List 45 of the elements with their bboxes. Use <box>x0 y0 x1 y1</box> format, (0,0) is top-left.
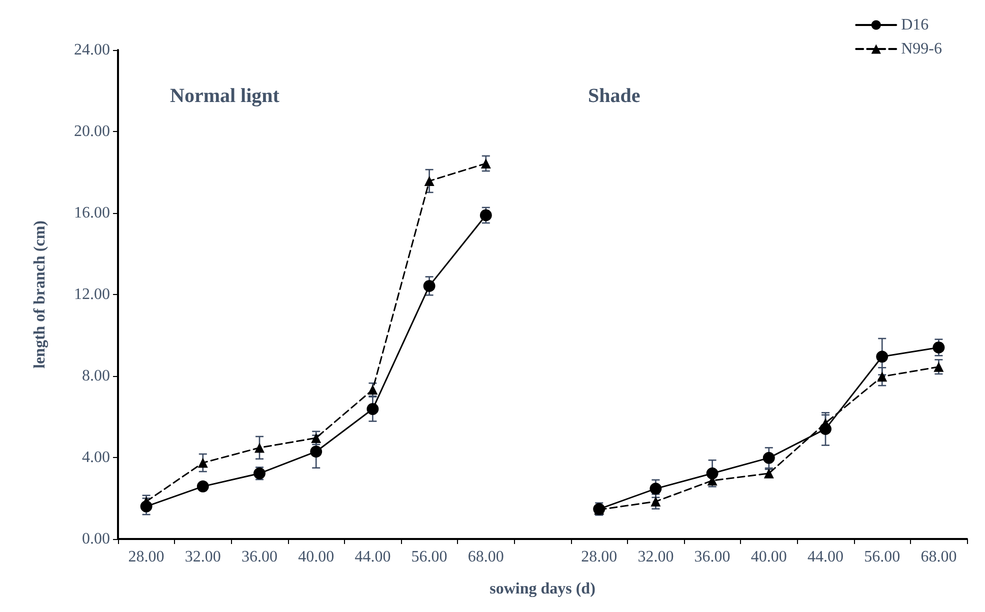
y-tick-label: 0.00 <box>82 530 110 548</box>
y-axis-title: length of branch (cm) <box>32 220 48 368</box>
x-tick-label: 32.00 <box>184 548 221 566</box>
x-tick-label: 36.00 <box>242 548 278 566</box>
point <box>423 280 436 292</box>
x-tick-label: 40.00 <box>750 548 787 566</box>
annotation: Normal lignt <box>170 85 280 107</box>
point <box>650 482 662 495</box>
y-tick-label: 12.00 <box>74 286 110 303</box>
x-tick-label: 36.00 <box>694 548 730 566</box>
point <box>311 432 322 443</box>
point <box>310 446 322 458</box>
legend-label: N99-6 <box>901 40 942 58</box>
point <box>762 452 775 464</box>
x-axis-title: sowing days (d) <box>490 580 596 598</box>
point <box>480 209 492 222</box>
point <box>932 341 945 354</box>
y-tick-label: 8.00 <box>82 368 110 384</box>
x-tick-label: 28.00 <box>128 548 164 566</box>
x-tick-label: 32.00 <box>638 548 674 566</box>
point <box>196 480 209 492</box>
point <box>934 362 944 372</box>
x-tick-label: 56.00 <box>411 548 448 566</box>
point <box>876 350 888 363</box>
annotation: Shade <box>588 85 640 107</box>
x-tick-label: 28.00 <box>581 548 618 566</box>
x-tick-label: 68.00 <box>468 548 504 566</box>
x-tick-label: 68.00 <box>920 548 957 566</box>
x-tick-label: 40.00 <box>298 548 334 566</box>
point <box>650 496 661 507</box>
x-tick-label: 56.00 <box>864 548 900 566</box>
point <box>877 372 888 382</box>
y-tick-label: 20.00 <box>74 123 110 140</box>
legend-label: D16 <box>901 16 929 34</box>
y-tick-label: 16.00 <box>74 204 110 222</box>
point <box>424 176 434 186</box>
y-tick-label: 4.00 <box>82 449 110 466</box>
point <box>366 403 379 416</box>
point <box>254 442 264 453</box>
y-tick-label: 24.00 <box>74 42 110 58</box>
point <box>480 158 491 168</box>
point <box>198 458 208 468</box>
x-tick-label: 44.00 <box>354 548 391 566</box>
point <box>706 467 718 480</box>
x-tick-label: 44.00 <box>808 548 844 566</box>
